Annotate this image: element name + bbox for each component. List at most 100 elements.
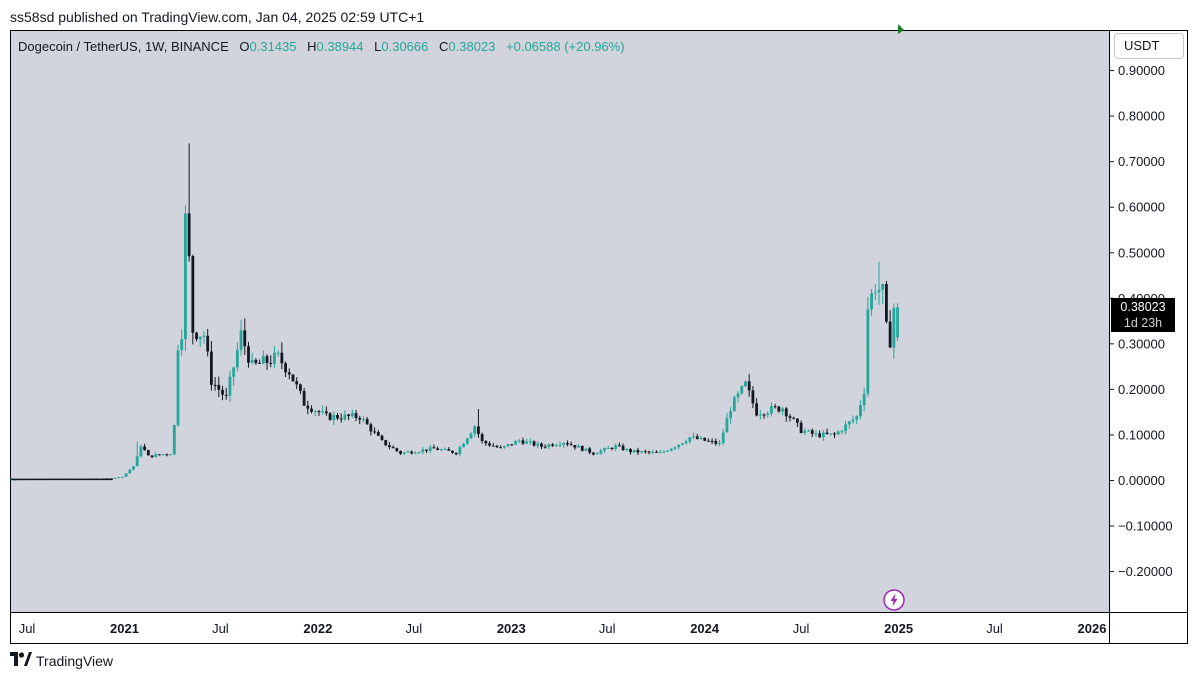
candle-body [632,450,636,453]
x-tick-label: Jul [212,621,229,636]
candle-body [870,293,873,310]
candle-body [692,436,695,438]
candle-body [413,452,417,454]
candle-body [154,454,158,458]
candle-body [499,447,503,449]
candle-body [885,284,888,322]
candle-body [328,413,332,420]
candle-body [180,339,184,351]
candle-body [766,413,770,416]
chart-legend: Dogecoin / TetherUS, 1W, BINANCE O0.3143… [18,39,625,54]
candle-body [132,466,135,470]
candle-body [625,449,629,451]
candle-body [818,433,822,438]
candle-body [862,393,866,405]
candle-body [265,356,269,364]
candle-body [543,446,547,448]
candle-body [825,432,829,434]
brand-footer[interactable]: TradingView [10,652,113,669]
candle-body [310,408,313,412]
candle-body [391,446,395,449]
candle-body [669,448,673,451]
candle-body [773,406,777,408]
y-tick-label: 0.70000 [1118,154,1165,169]
flag-icon [898,24,904,34]
candle-body [510,444,514,446]
candle-body [369,424,373,432]
candle-body [332,415,336,420]
y-tick-label: 0.30000 [1118,336,1165,351]
candle-body [655,451,658,453]
y-tick-label: 0.10000 [1118,427,1165,442]
candle-body [287,372,291,375]
candle-body [866,309,870,394]
candle-body [206,335,210,352]
x-tick-label: 2021 [110,621,139,636]
candle-body [362,419,365,421]
candle-body [859,404,862,417]
candle-body [184,213,187,340]
candle-body [269,363,273,365]
candle-body [699,437,703,439]
candle-body [299,384,302,391]
candle-body [521,440,525,444]
candle-body [488,443,491,446]
candle-body [276,352,280,354]
x-tick-label: Jul [405,621,422,636]
candle-body [540,443,543,447]
candle-body [224,394,228,396]
candle-body [254,359,258,363]
candle-body [451,450,454,453]
candle-body [514,441,517,445]
candle-body [614,445,618,449]
legend-close: 0.38023 [448,39,496,54]
legend-symbol: Dogecoin / TetherUS, 1W, BINANCE [18,39,229,54]
candle-body [873,292,877,294]
candle-body [350,413,354,417]
candle-body [554,445,558,447]
candle-body [306,405,310,409]
candle-body [636,450,640,453]
x-tick-label: Jul [19,621,36,636]
candle-body [517,440,521,442]
candle-body [417,452,421,454]
candle-body [662,451,666,453]
candle-body [169,454,172,456]
lightning-icon[interactable] [883,589,905,611]
candle-body [580,446,584,451]
candle-body [736,393,740,398]
candle-body [317,411,321,413]
candle-body [836,431,840,435]
candle-body [796,418,799,423]
y-tick-label: 0.50000 [1118,245,1165,260]
last-price-value: 0.38023 [1120,300,1166,314]
candle-body [384,439,388,446]
candle-body [161,454,165,456]
candle-body [877,289,881,293]
candle-body [410,451,414,454]
candle-body [428,447,432,451]
candle-body [484,440,488,444]
candle-body [261,356,265,364]
candle-body [495,446,499,448]
candle-body [473,426,477,434]
candle-body [195,332,198,340]
candle-body [684,441,688,444]
candle-body [158,454,161,456]
candle-body [732,397,736,412]
currency-button[interactable]: USDT [1114,33,1184,59]
candle-body [336,415,339,419]
candle-body [402,452,406,454]
legend-open: 0.31435 [249,39,297,54]
candle-body [695,436,699,439]
candle-body [365,419,369,425]
candle-body [677,444,681,448]
candle-body [844,424,848,432]
candle-body [273,352,276,364]
x-tick-label: 2026 [1078,621,1107,636]
candle-body [380,435,384,440]
candle-body [621,445,625,451]
x-tick-label: Jul [793,621,810,636]
candle-body [465,438,469,444]
